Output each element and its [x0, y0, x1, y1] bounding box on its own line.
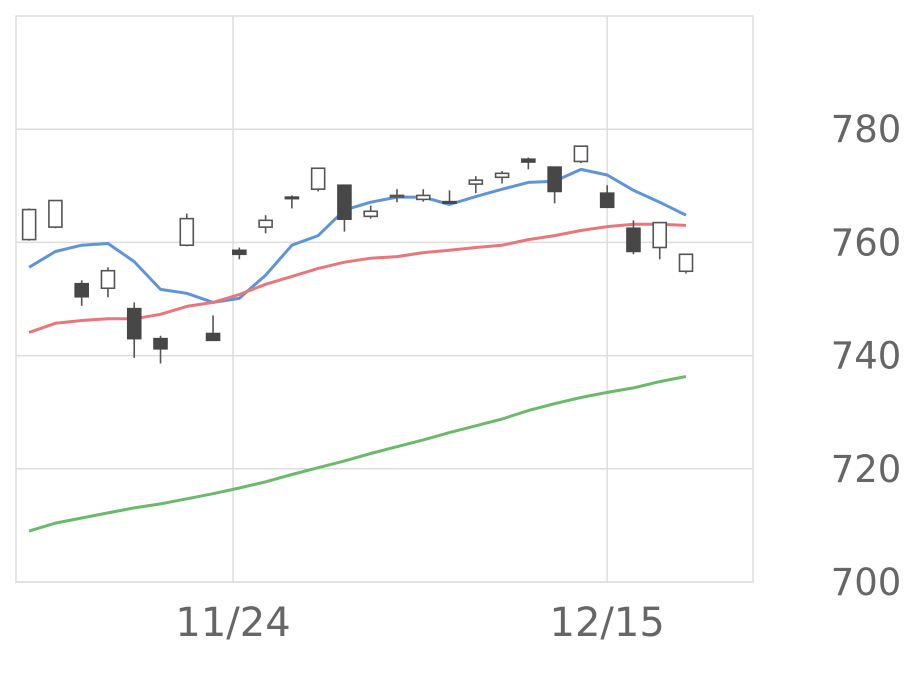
candle	[626, 220, 641, 255]
candle	[100, 267, 116, 298]
candle-body	[626, 227, 641, 253]
candle-body	[258, 219, 273, 228]
ma-short-line	[28, 167, 687, 304]
candle-body	[363, 210, 379, 218]
plot-frame	[15, 15, 754, 583]
candle	[652, 221, 668, 260]
candle	[442, 190, 457, 204]
candle	[74, 280, 89, 306]
y-axis-ticks: 700 720 740 760 780	[831, 108, 902, 604]
candle-body	[48, 199, 63, 228]
candle	[389, 189, 405, 203]
candle-body	[547, 166, 562, 193]
candle-body	[205, 332, 221, 342]
candle	[337, 184, 352, 232]
candles	[21, 145, 694, 364]
candle	[468, 176, 484, 194]
candle	[179, 213, 195, 247]
candle	[521, 157, 536, 170]
candle-body	[389, 194, 405, 198]
x-tick-label: 11/24	[175, 600, 290, 646]
candle	[153, 335, 168, 364]
candle-body	[652, 221, 668, 249]
x-axis-ticks: 11/24 12/15	[175, 600, 664, 646]
candle	[494, 171, 510, 184]
candle-body	[573, 145, 589, 163]
candle	[126, 302, 142, 358]
candle-body	[100, 269, 116, 290]
y-tick-label: 700	[831, 561, 902, 604]
candle-body	[126, 307, 142, 340]
candle	[48, 199, 63, 229]
candle-body	[678, 253, 694, 273]
candle	[678, 253, 694, 274]
candle-body	[415, 194, 431, 201]
candle-body	[494, 172, 510, 179]
candle-body	[521, 158, 536, 163]
candle-body	[284, 196, 300, 200]
candle	[21, 208, 37, 241]
candle-body	[310, 167, 326, 190]
candle-body	[232, 249, 247, 256]
y-tick-label: 780	[831, 108, 902, 151]
candle-body	[21, 208, 37, 241]
candle-body	[468, 179, 484, 185]
candle-body	[153, 337, 168, 350]
x-tick-label: 12/15	[550, 600, 665, 646]
moving-average-lines	[28, 167, 687, 533]
candle	[599, 185, 615, 209]
candle-body	[442, 200, 457, 204]
candle-body	[599, 192, 615, 209]
ma-long-line	[28, 375, 687, 533]
y-tick-label: 740	[831, 335, 902, 378]
candle	[258, 215, 273, 234]
candle	[205, 315, 221, 342]
y-tick-label: 760	[831, 221, 902, 264]
y-tick-label: 720	[831, 448, 902, 491]
candle-body	[179, 217, 195, 247]
candle-body	[74, 282, 89, 298]
candle	[363, 205, 379, 219]
candle	[573, 145, 589, 164]
candle	[547, 166, 562, 204]
candle-body	[337, 184, 352, 220]
candle	[284, 195, 300, 209]
candle	[310, 167, 326, 192]
grid	[16, 16, 753, 583]
candle	[415, 189, 431, 202]
candle	[232, 247, 247, 260]
